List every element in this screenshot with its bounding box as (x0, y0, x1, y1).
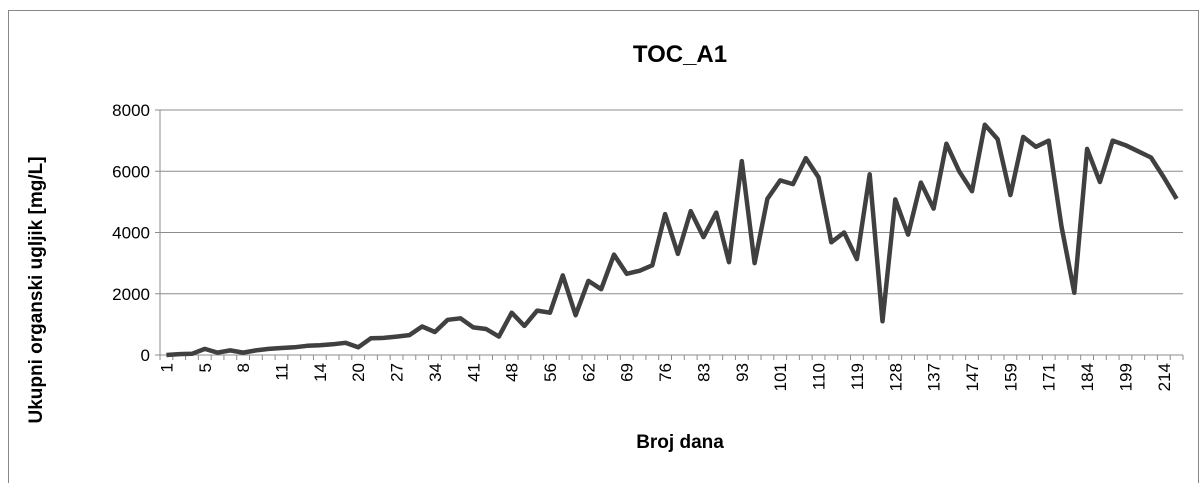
x-tick-label: 137 (925, 363, 944, 391)
chart-frame (8, 10, 1199, 483)
x-tick-label: 1 (157, 363, 176, 372)
x-axis-label: Broj dana (636, 432, 724, 453)
y-axis-label: Ukupni organski ugljik [mg/L] (26, 156, 47, 423)
x-tick-label: 48 (503, 363, 522, 382)
x-tick-label: 8 (234, 363, 253, 372)
x-tick-label: 76 (656, 363, 675, 382)
y-tick-label: 4000 (112, 224, 150, 243)
x-tick-label: 14 (311, 363, 330, 382)
chart-title: TOC_A1 (633, 41, 727, 68)
x-tick-label: 101 (771, 363, 790, 391)
x-tick-label: 128 (886, 363, 905, 391)
x-tick-label: 147 (963, 363, 982, 391)
x-tick-label: 69 (618, 363, 637, 382)
x-tick-label: 214 (1155, 363, 1174, 391)
x-tick-label: 119 (848, 363, 867, 390)
x-tick-label: 41 (464, 363, 483, 382)
x-tick-label: 171 (1040, 363, 1059, 391)
x-tick-label: 93 (733, 363, 752, 382)
x-tick-label: 5 (196, 363, 215, 372)
x-tick-label: 62 (579, 363, 598, 382)
x-tick-label: 27 (388, 363, 407, 382)
y-tick-label: 0 (141, 346, 150, 365)
x-tick-label: 110 (810, 363, 829, 390)
x-tick-label: 11 (272, 363, 291, 381)
x-tick-label: 56 (541, 363, 560, 382)
y-tick-label: 8000 (112, 101, 150, 120)
x-tick-label: 34 (426, 363, 445, 382)
data-line (166, 122, 1179, 358)
y-tick-label: 6000 (112, 162, 150, 181)
y-tick-label: 2000 (112, 285, 150, 304)
x-tick-label: 159 (1001, 363, 1020, 391)
x-tick-label: 184 (1078, 363, 1097, 391)
x-tick-label: 199 (1116, 363, 1135, 391)
x-tick-label: 83 (694, 363, 713, 382)
x-tick-label: 20 (349, 363, 368, 382)
